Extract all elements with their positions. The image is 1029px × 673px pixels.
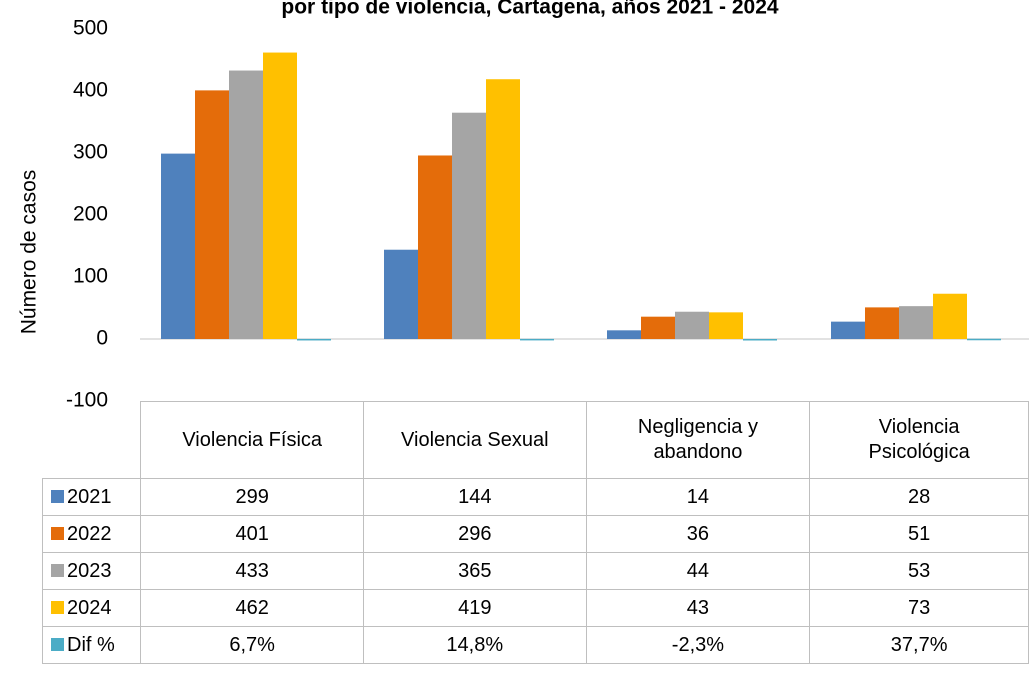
table-value: 43	[585, 589, 811, 627]
table-value: 73	[809, 589, 1029, 627]
legend-label: 2024	[67, 596, 112, 619]
table-value: -2,3%	[585, 626, 811, 664]
table-row: 2024 462 419 43 73	[41, 589, 1029, 627]
legend-swatch	[51, 489, 64, 503]
y-tick-label: 500	[73, 17, 108, 40]
bar	[229, 70, 263, 339]
legend-label: 2022	[67, 522, 112, 545]
bar	[297, 338, 331, 341]
table-value: 462	[140, 589, 364, 627]
bar	[675, 311, 709, 339]
table-value: 365	[362, 552, 587, 590]
table-value: 6,7%	[140, 626, 364, 664]
corner-cell	[43, 402, 141, 479]
table-value: 28	[809, 478, 1029, 516]
legend-swatch	[51, 563, 64, 577]
y-tick-label: -100	[66, 389, 108, 412]
bar	[899, 306, 933, 339]
legend-label: 2023	[67, 559, 112, 582]
legend-cell: 2022	[41, 515, 142, 553]
table-value: 14	[585, 478, 811, 516]
table-value: 44	[585, 552, 811, 590]
bar	[418, 155, 452, 339]
bar	[452, 112, 486, 339]
legend-cell: Dif %	[41, 626, 142, 664]
legend-label: 2021	[67, 485, 112, 508]
y-tick-label: 100	[73, 265, 108, 288]
y-axis-title: Número de casos	[18, 170, 41, 335]
category-label: Violencia Física	[140, 401, 364, 479]
bar	[641, 316, 675, 339]
legend-swatch	[51, 600, 64, 614]
bar	[384, 249, 418, 339]
table-value: 144	[362, 478, 587, 516]
legend-cell: 2023	[41, 552, 142, 590]
bar	[709, 312, 743, 339]
table-row: 2022 401 296 36 51	[41, 515, 1029, 553]
y-tick-label: 0	[96, 327, 108, 350]
chart-title: por tipo de violencia, Cartagena, años 2…	[281, 0, 779, 19]
bar	[607, 330, 641, 339]
y-tick-label: 400	[73, 79, 108, 102]
bar	[967, 338, 1001, 341]
table-value: 296	[362, 515, 587, 553]
table-value: 37,7%	[809, 626, 1029, 664]
bar	[161, 153, 195, 339]
table-value: 51	[809, 515, 1029, 553]
table-value: 433	[140, 552, 364, 590]
y-tick-label: 200	[73, 203, 108, 226]
bar	[263, 52, 297, 340]
table-row: 2023 433 365 44 53	[41, 552, 1029, 590]
table-row: 2021 299 144 14 28	[41, 478, 1029, 516]
category-label: Violencia Psicológica	[809, 401, 1029, 479]
y-tick-label: 300	[73, 141, 108, 164]
legend-cell: 2021	[41, 478, 142, 516]
bar	[486, 79, 520, 339]
table-value: 299	[140, 478, 364, 516]
legend-swatch	[51, 526, 64, 540]
bar	[831, 321, 865, 339]
table-header-row: Violencia Física Violencia Sexual Negligen…	[43, 401, 1029, 479]
table-value: 36	[585, 515, 811, 553]
table-value: 419	[362, 589, 587, 627]
table-value: 401	[140, 515, 364, 553]
legend-swatch	[51, 637, 64, 651]
bar	[520, 338, 554, 341]
legend-label: Dif %	[67, 633, 115, 656]
bar	[933, 293, 967, 339]
category-label: Negligencia y abandono	[585, 401, 811, 479]
table-row: Dif % 6,7% 14,8% -2,3% 37,7%	[41, 626, 1029, 664]
category-label: Violencia Sexual	[362, 401, 587, 479]
bar	[195, 90, 229, 339]
table-value: 53	[809, 552, 1029, 590]
data-table: Violencia Física Violencia Sexual Negligen…	[41, 401, 1029, 664]
table-value: 14,8%	[362, 626, 587, 664]
bar	[865, 307, 899, 339]
bar	[743, 339, 777, 341]
legend-cell: 2024	[41, 589, 142, 627]
